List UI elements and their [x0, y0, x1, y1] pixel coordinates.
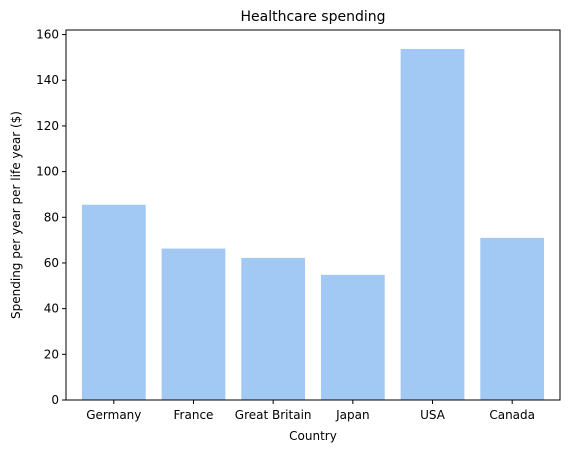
y-axis-title: Spending per year per life year ($)	[9, 111, 23, 319]
bar-france	[161, 248, 226, 400]
x-tick-label: USA	[420, 408, 446, 422]
chart-title: Healthcare spending	[241, 9, 386, 25]
x-tick-label: Japan	[335, 408, 369, 422]
y-tick-label: 20	[44, 347, 59, 361]
x-tick-label: Canada	[489, 408, 535, 422]
bar-japan	[320, 274, 385, 400]
bars-group	[81, 48, 545, 401]
bar-usa	[400, 48, 465, 401]
bar-great-britain	[241, 257, 306, 400]
x-tick-label: Great Britain	[235, 408, 312, 422]
y-tick-label: 100	[36, 165, 59, 179]
x-tick-label: Germany	[86, 408, 141, 422]
y-tick-label: 120	[36, 119, 59, 133]
y-tick-label: 60	[44, 256, 59, 270]
x-tick-label: France	[174, 408, 214, 422]
bar-germany	[81, 204, 146, 400]
y-tick-label: 80	[44, 210, 59, 224]
bar-canada	[480, 237, 545, 400]
y-tick-label: 160	[36, 28, 59, 42]
y-axis: 0 20 40 60 80 100 120 140 160	[36, 28, 66, 407]
y-tick-label: 40	[44, 302, 59, 316]
y-tick-label: 140	[36, 73, 59, 87]
plot-frame	[65, 29, 561, 401]
x-axis: Germany France Great Britain Japan USA Canada	[86, 400, 535, 422]
y-tick-label: 0	[51, 393, 59, 407]
x-axis-title: Country	[289, 429, 337, 443]
